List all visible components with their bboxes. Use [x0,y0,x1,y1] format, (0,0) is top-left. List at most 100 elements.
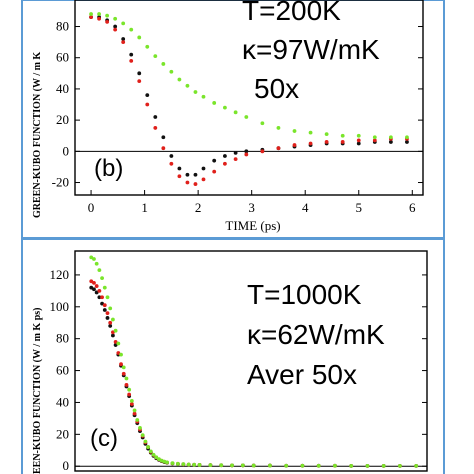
panel-c-green-point [135,418,140,422]
panel-c-annotation-temperature: T=1000K [247,279,362,310]
panel-b-black-point [388,140,393,144]
panel-c-green-point [127,387,132,392]
panel-b-red-point [324,140,329,144]
panel-c-green-point [138,426,142,430]
panel-c-green-point [140,433,145,438]
panel-c-black-point [92,287,96,292]
panel-b-annotation-kappa: κ=97W/mK [242,34,380,65]
panel-b-green-point [137,35,142,40]
panel-c-green-point [148,449,153,454]
panel-b-green-point [340,133,345,138]
panel-b-green-point [276,126,281,130]
panel-c-green-point [381,463,386,468]
panel-b-x-tick-label: 3 [248,200,255,215]
panel-c-green-point [181,462,186,467]
panel-b-black-point [405,140,409,144]
panel-c-black-point [105,316,110,320]
panel-b-x-tick-label: 6 [409,200,416,215]
panel-b-x-tick-label: 2 [195,200,202,215]
panel-b-green-point [244,115,249,119]
panel-b-green-point [372,135,377,140]
panel-b-green-point [308,130,313,135]
panel-b-red-point [292,143,297,147]
panel-b-axes-box [74,0,424,196]
panel-b-black-point [137,71,142,76]
panel-c-green-point [197,463,202,467]
panel-b-green-point [89,12,93,16]
panel-c-green-point [192,462,197,467]
panel-b-black-point [212,158,217,163]
panel-c-green-point [105,295,110,300]
panel-b-x-tick-label: 1 [141,200,148,215]
panel-c-axes-box [74,250,428,472]
panel-b-green-point [223,105,227,110]
panel-c-red-point [102,303,107,308]
panel-b-green-point [388,135,393,140]
panel-c-green-point [333,463,337,468]
panel-c-red-point [119,362,123,367]
panel-b-red-point [153,126,158,130]
panel-c-black-point [97,295,102,300]
panel-c-green-point [102,285,107,290]
panel-c-green-point [219,463,224,468]
panel-c-black-point [102,308,107,312]
panel-c-green-point [170,461,175,466]
panel-b-green-point [324,132,329,137]
panel-b-red-point [212,169,217,174]
panel-c-annotation-average: Aver 50x [247,359,357,390]
panel-b-black-point [161,135,166,140]
panel-b-black-point [129,52,134,57]
panel-c-y-axis-label: EEN-KUBO FUNCTION (W / m K ps) [32,308,43,474]
panel-b-black-point [193,172,198,177]
panel-c-y-tick-label: 120 [50,267,70,282]
panel-c-points [89,255,419,468]
panel-b-red-point [193,182,198,186]
panel-b-red-point [308,141,313,146]
panel-c-green-point [186,462,191,467]
panel-c-red-point [94,284,99,288]
panel-b-black-point [145,93,150,98]
panel-c-green-point [113,328,118,333]
panel-c-green-point [398,463,402,468]
panel-b-green-point [193,90,198,94]
panel-c-red-point [124,383,129,387]
panel-c-red-point [121,371,126,376]
panel-b-chart: -20 0 20 40 60 80 0 1 2 3 4 5 6 GREEN-KUBO FUNCTION … [32,0,424,233]
panel-b-green-point [121,21,126,26]
panel-c-green-point [121,365,126,370]
panel-b-red-point [169,161,174,166]
panel-b-green-point [145,44,150,49]
panel-b-annotation-count: 50x [254,73,299,104]
panel-b-red-point [97,16,101,21]
panel-c-y-tick-label: 40 [56,394,69,409]
panel-b-red-point [121,40,126,45]
panel-c-y-tick-label: 100 [50,299,70,314]
panel-c-green-point [108,306,113,311]
panel-b-y-tick-label: 40 [56,81,69,96]
panel-c-green-point [349,463,354,468]
panel-c-green-point [165,460,169,465]
panel-b-black-point [223,154,227,158]
panel-b-red-point [137,79,142,84]
panel-c-red-point [108,320,113,325]
panel-c-chart: 0 20 40 60 80 100 120 EEN-KUBO FUNCTION (W / m… [32,250,428,474]
panel-c-green-point [316,463,321,468]
panel-c-green-point [92,257,96,261]
panel-b-green-point [105,13,110,18]
panel-b-green-point [185,83,190,88]
panel-c-green-point [251,463,256,468]
panel-b-black-point [356,141,361,146]
panel-b-red-point [276,146,281,151]
panel-b-green-point [113,16,118,21]
panel-c-green-point [154,455,159,460]
panel-b-red-point [145,102,150,107]
panel-b-y-tick-label: -20 [52,175,69,190]
panel-b-green-point [161,62,166,66]
panel-b-black-point [233,150,238,155]
panel-c-green-point [124,376,129,381]
panel-b-green-point [405,135,409,140]
panel-b-black-point [244,149,249,154]
panel-b-x-tick-label: 5 [356,200,363,215]
panel-b-green-point [356,133,361,138]
